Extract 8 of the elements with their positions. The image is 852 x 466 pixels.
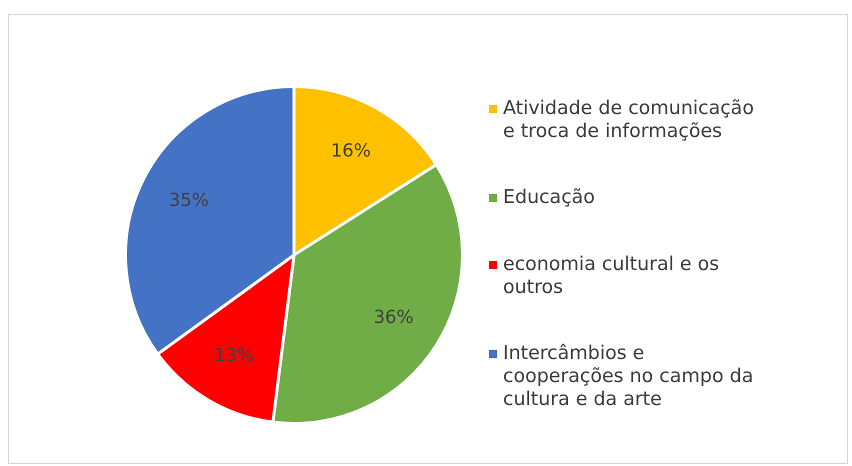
legend-label: Intercâmbios e cooperações no campo da cultura e da arte: [503, 342, 754, 412]
data-label: 36%: [374, 306, 414, 328]
data-label: 16%: [330, 140, 371, 162]
legend-label: Educação: [503, 186, 595, 210]
data-label: 13%: [214, 345, 254, 366]
data-label: 35%: [168, 190, 209, 212]
legend-label: economia cultural e os outros: [503, 252, 720, 299]
legend-label: Atividade de comunicação e troca de informações: [503, 96, 755, 143]
